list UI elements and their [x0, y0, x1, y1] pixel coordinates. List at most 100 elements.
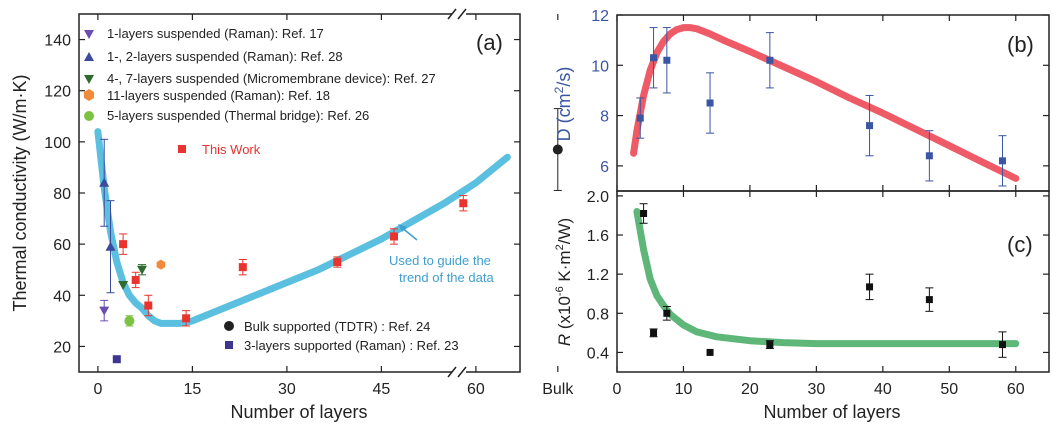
a-ytick-label: 40 [53, 288, 71, 305]
data-point-a [131, 275, 140, 284]
c-xtick-label: 60 [1007, 381, 1025, 398]
y-axis-label-c: R (x10-6 K·m2/W) [554, 218, 574, 346]
data-point-a [99, 306, 110, 316]
data-point-a [390, 232, 398, 241]
data-point-a [124, 315, 135, 326]
data-point-a [238, 263, 247, 272]
a-xtick-label: 30 [278, 381, 296, 398]
data-point-a [118, 281, 129, 291]
a-xtick-label: 15 [184, 381, 202, 398]
b-ytick-label: 12 [591, 8, 609, 25]
axis-break-bottom [447, 366, 467, 378]
data-point-a [333, 258, 342, 267]
b-ytick-label: 10 [591, 58, 609, 75]
legend-a-lower: Bulk supported (TDTR) : Ref. 24 3-layers… [224, 319, 459, 353]
data-point-a [119, 240, 128, 249]
data-point-c [766, 341, 774, 349]
data-point-b [766, 56, 774, 64]
panel-a-tag: (a) [476, 30, 503, 55]
c-xtick-label: 40 [874, 381, 892, 398]
fit-curve-c [633, 208, 1020, 348]
y-axis-label-b: D (cm2/s) [552, 67, 574, 142]
data-point-a [459, 199, 468, 208]
data-point-c [706, 348, 714, 356]
legend-label-this-work: This Work [202, 142, 261, 157]
legend-label-ref18: 11-layers suspended (Raman): Ref. 18 [107, 88, 330, 103]
data-point-a [105, 241, 116, 251]
c-xtick-label: 20 [741, 381, 759, 398]
legend-marker-3layer [225, 341, 233, 349]
data-point-b [706, 99, 714, 107]
c-xtick-label: 0 [613, 381, 622, 398]
panel-c-frame [616, 190, 1050, 373]
x-axis-label-a: Number of layers [230, 402, 367, 422]
c-xtick-label: 10 [675, 381, 693, 398]
a-xtick-label: 45 [373, 381, 391, 398]
panel-c-tag: (c) [1007, 232, 1033, 257]
a-ytick-label: 20 [53, 339, 71, 356]
c-ytick-label: 2.0 [587, 189, 609, 206]
y-axis-label-a: Thermal conductivity (W/m·K) [10, 74, 30, 311]
guide-curve [94, 128, 511, 327]
data-point-b [663, 56, 671, 64]
legend-label-bulk: Bulk supported (TDTR) : Ref. 24 [244, 319, 430, 334]
c-xtick-label: 30 [807, 381, 825, 398]
data-point-c [866, 283, 874, 291]
legend-marker-ref18 [84, 89, 94, 101]
data-point-b [998, 157, 1006, 165]
b-ytick-label: 8 [600, 109, 609, 126]
data-point-a [144, 301, 153, 310]
data-point-b [636, 114, 644, 122]
a-xtick-label: 0 [93, 381, 102, 398]
panel-a: 20 40 60 80 100 120 140 0 15 30 45 60 Bulk (a) Therm… [10, 8, 574, 422]
data-point-a [552, 144, 563, 155]
data-point-c [650, 329, 658, 337]
data-point-c [663, 309, 671, 317]
legend-marker-ref27 [84, 75, 94, 84]
fit-curve-b [630, 24, 1020, 182]
legend-marker-ref28 [84, 52, 94, 61]
data-point-a [182, 314, 191, 323]
data-point-a [137, 265, 147, 275]
legend-marker-this-work [178, 145, 186, 153]
legend-a: 1-layers suspended (Raman): Ref. 17 1-, … [84, 26, 436, 157]
panel-c: 0.4 0.8 1.2 1.6 2.0 0 10 20 30 40 50 60 (c) R (x10-… [554, 189, 1050, 422]
data-point-a [156, 259, 166, 270]
guide-annotation: Used to guide the trend of the data [389, 224, 494, 285]
c-ytick-label: 0.8 [587, 306, 609, 323]
a-ytick-label: 140 [44, 33, 71, 50]
data-point-b [650, 54, 658, 62]
legend-label-3layer: 3-layers supported (Raman) : Ref. 23 [244, 338, 459, 353]
data-point-c [925, 296, 933, 304]
panel-b-tag: (b) [1007, 32, 1034, 57]
data-point-b [866, 122, 874, 130]
legend-marker-ref26 [84, 111, 94, 121]
legend-label-ref26: 5-layers suspended (Thermal bridge): Ref… [107, 108, 369, 123]
a-xtick-label: Bulk [542, 381, 574, 398]
a-xtick-label: 60 [467, 381, 485, 398]
a-ytick-label: 60 [53, 237, 71, 254]
legend-label-ref28: 1-, 2-layers suspended (Raman): Ref. 28 [107, 49, 343, 64]
axis-break-top [447, 8, 467, 20]
guide-text-line1: Used to guide the [389, 253, 491, 268]
legend-label-ref27: 4-, 7-layers suspended (Micromembrane de… [107, 71, 436, 86]
guide-text-line2: trend of the data [399, 270, 494, 285]
x-axis-label-c: Number of layers [763, 402, 900, 422]
c-ytick-label: 1.2 [587, 267, 609, 284]
data-point-a [112, 355, 121, 364]
data-point-c [640, 210, 648, 218]
panel-b: 6 8 10 12 (b) D (cm2/s) [552, 8, 1050, 192]
data-point-a [99, 177, 110, 187]
legend-marker-ref17 [84, 30, 94, 39]
legend-label-ref17: 1-layers suspended (Raman): Ref. 17 [107, 26, 324, 41]
c-ytick-label: 0.4 [587, 345, 609, 362]
data-point-c [998, 341, 1006, 349]
a-ytick-label: 80 [53, 186, 71, 203]
b-ytick-label: 6 [600, 159, 609, 176]
a-ytick-label: 100 [44, 135, 71, 152]
c-xtick-label: 50 [940, 381, 958, 398]
legend-marker-bulk [224, 321, 234, 331]
data-point-b [925, 152, 933, 160]
c-ytick-label: 1.6 [587, 228, 609, 245]
